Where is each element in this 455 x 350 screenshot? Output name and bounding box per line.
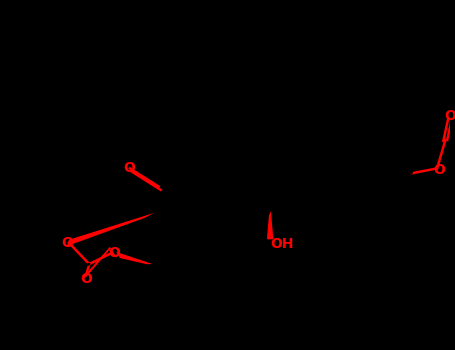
Text: O: O [123,161,135,175]
Text: O: O [80,272,92,286]
Polygon shape [68,213,157,245]
Text: O: O [108,246,120,260]
Text: O: O [433,163,445,177]
Text: O: O [61,236,73,250]
Polygon shape [111,251,153,265]
Text: OH: OH [270,237,294,251]
Polygon shape [84,246,111,277]
Polygon shape [268,210,273,239]
Text: O: O [444,109,455,123]
